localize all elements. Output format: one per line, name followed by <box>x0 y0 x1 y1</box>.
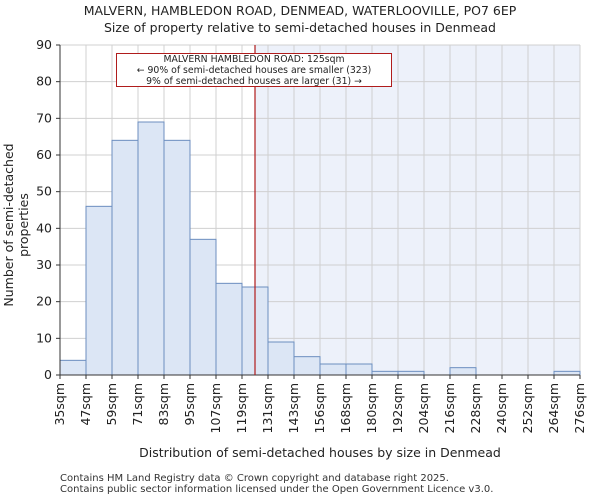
histogram-bar <box>267 341 295 376</box>
histogram-bar <box>449 367 477 376</box>
histogram-bar <box>59 359 87 376</box>
x-tick-label: 131sqm <box>260 383 275 433</box>
y-tick-label: 60 <box>36 147 52 162</box>
histogram-bar <box>163 139 191 376</box>
chart-title-line2: Size of property relative to semi-detach… <box>104 20 496 35</box>
x-tick-label: 35sqm <box>52 383 67 426</box>
histogram-bar <box>85 205 113 376</box>
y-tick-label: 80 <box>36 74 52 89</box>
histogram-bar <box>397 370 425 376</box>
annotation-box: MALVERN HAMBLEDON ROAD: 125sqm ← 90% of … <box>116 53 392 87</box>
histogram-bar <box>111 139 139 376</box>
y-axis-label: Number of semi-detached properties <box>1 143 31 307</box>
histogram-bar <box>553 370 581 376</box>
histogram-bar <box>215 282 243 376</box>
x-tick-label: 95sqm <box>182 383 197 426</box>
x-tick-label: 107sqm <box>208 383 223 433</box>
histogram-bar <box>293 356 321 376</box>
y-tick-label: 20 <box>36 294 52 309</box>
y-tick-label: 0 <box>44 367 52 382</box>
x-tick-label: 204sqm <box>416 383 431 433</box>
x-tick-label: 156sqm <box>312 383 327 433</box>
larger-region-shade <box>255 45 580 375</box>
x-tick-label: 252sqm <box>520 383 535 433</box>
x-tick-label: 71sqm <box>130 383 145 426</box>
annotation-line1: MALVERN HAMBLEDON ROAD: 125sqm <box>163 54 345 65</box>
histogram-bar <box>137 121 165 376</box>
x-axis-label: Distribution of semi-detached houses by … <box>139 445 501 460</box>
x-tick-label: 276sqm <box>572 383 587 433</box>
chart-title-line1: MALVERN, HAMBLEDON ROAD, DENMEAD, WATERL… <box>83 3 517 18</box>
histogram-bar <box>345 363 373 376</box>
x-tick-label: 143sqm <box>286 383 301 433</box>
x-tick-label: 119sqm <box>234 383 249 433</box>
y-tick-label: 50 <box>36 184 52 199</box>
y-tick-label: 40 <box>36 220 52 235</box>
x-tick-label: 180sqm <box>364 383 379 433</box>
x-tick-label: 59sqm <box>104 383 119 426</box>
histogram-bar <box>371 370 399 376</box>
annotation-line3: 9% of semi-detached houses are larger (3… <box>146 75 362 87</box>
x-tick-label: 83sqm <box>156 383 171 426</box>
x-tick-label: 168sqm <box>338 383 353 433</box>
x-tick-label: 264sqm <box>546 383 561 433</box>
x-tick-label: 216sqm <box>442 383 457 433</box>
y-tick-label: 30 <box>36 257 52 272</box>
x-tick-label: 47sqm <box>78 383 93 426</box>
x-tick-label: 228sqm <box>468 383 483 433</box>
histogram-bar <box>189 238 217 376</box>
x-tick-label: 192sqm <box>390 383 405 433</box>
histogram-bar <box>319 363 347 376</box>
y-tick-label: 10 <box>36 330 52 345</box>
y-axis-label-wrap: Number of semi-detached properties <box>1 0 31 500</box>
annotation-line2: ← 90% of semi-detached houses are smalle… <box>136 64 372 76</box>
footer-line1: Contains HM Land Registry data © Crown c… <box>60 473 449 484</box>
y-tick-label: 90 <box>36 37 52 52</box>
x-tick-label: 240sqm <box>494 383 509 433</box>
y-tick-label: 70 <box>36 110 52 125</box>
footer-line2: Contains public sector information licen… <box>60 484 494 495</box>
